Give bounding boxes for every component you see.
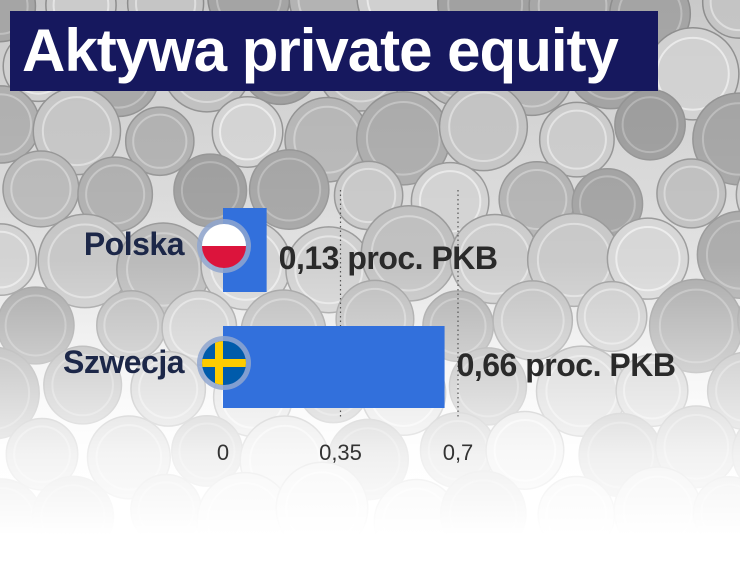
sweden-flag-icon <box>197 336 251 390</box>
x-tick-label: 0 <box>216 440 230 465</box>
x-tick-label: 0,7 <box>442 440 474 465</box>
country-label-polska: Polska <box>83 226 185 262</box>
x-tick-label: 0,35 <box>319 440 362 465</box>
value-label: 0,66 proc. PKB <box>456 347 676 383</box>
country-label-szwecja: Szwecja <box>62 344 185 380</box>
chart-title: Aktywa private equity <box>22 17 619 84</box>
poland-flag-icon <box>197 219 251 273</box>
value-label: 0,13 proc. PKB <box>278 240 498 276</box>
title-banner: Aktywa private equity <box>10 11 658 91</box>
bar-szwecja <box>223 326 445 408</box>
